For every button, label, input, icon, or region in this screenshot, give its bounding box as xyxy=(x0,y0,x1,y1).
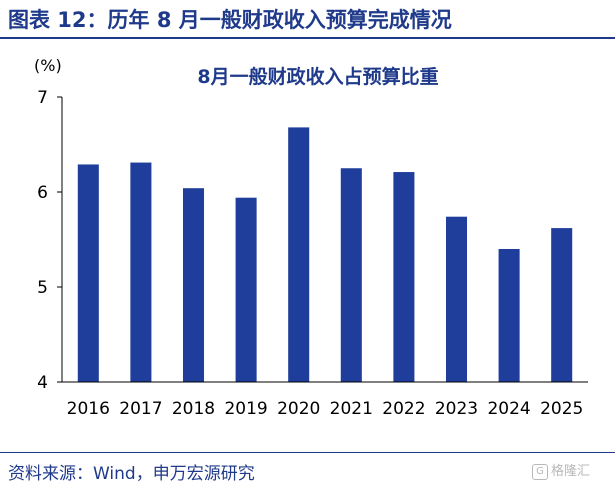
x-tick-label: 2025 xyxy=(540,399,583,419)
bar-2023 xyxy=(445,216,468,382)
x-tick-label: 2018 xyxy=(172,399,215,419)
bar-2024 xyxy=(498,249,520,382)
y-axis-unit: (%) xyxy=(34,56,62,75)
y-tick-label: 7 xyxy=(37,88,48,108)
watermark: G 格隆汇 xyxy=(532,460,590,480)
bar-2020 xyxy=(288,127,310,383)
source-divider xyxy=(0,452,615,453)
x-tick-label: 2019 xyxy=(224,399,267,419)
bar-2017 xyxy=(130,162,152,382)
chart-title: 8月一般财政收入占预算比重 xyxy=(197,65,438,88)
x-tick-label: 2021 xyxy=(330,399,373,419)
bars xyxy=(77,127,573,383)
x-tick-label: 2023 xyxy=(435,399,478,419)
bar-2025 xyxy=(551,228,573,382)
bar-2019 xyxy=(235,197,257,382)
y-axis: 4 5 6 7 xyxy=(37,88,63,393)
x-tick-label: 2024 xyxy=(487,399,530,419)
watermark-text: 格隆汇 xyxy=(551,464,591,479)
x-tick-label: 2020 xyxy=(277,399,320,419)
bar-2022 xyxy=(393,172,415,382)
x-tick-label: 2022 xyxy=(382,399,425,419)
bar-2018 xyxy=(182,188,205,382)
title-divider xyxy=(0,37,615,39)
bar-2021 xyxy=(340,168,362,382)
x-tick-label: 2017 xyxy=(119,399,162,419)
y-tick-label: 4 xyxy=(37,373,48,393)
watermark-logo-icon: G xyxy=(532,463,548,480)
x-axis: 2016 2017 2018 2019 2020 2021 2022 2023 2024 2025 xyxy=(62,381,588,419)
source-note: 资料来源：Wind，申万宏源研究 xyxy=(8,464,255,484)
y-tick-label: 5 xyxy=(37,278,48,298)
bar-2016 xyxy=(77,164,99,382)
x-tick-label: 2016 xyxy=(67,399,110,419)
y-tick-label: 6 xyxy=(37,183,48,203)
figure-title: 图表 12：历年 8 月一般财政收入预算完成情况 xyxy=(8,8,452,32)
